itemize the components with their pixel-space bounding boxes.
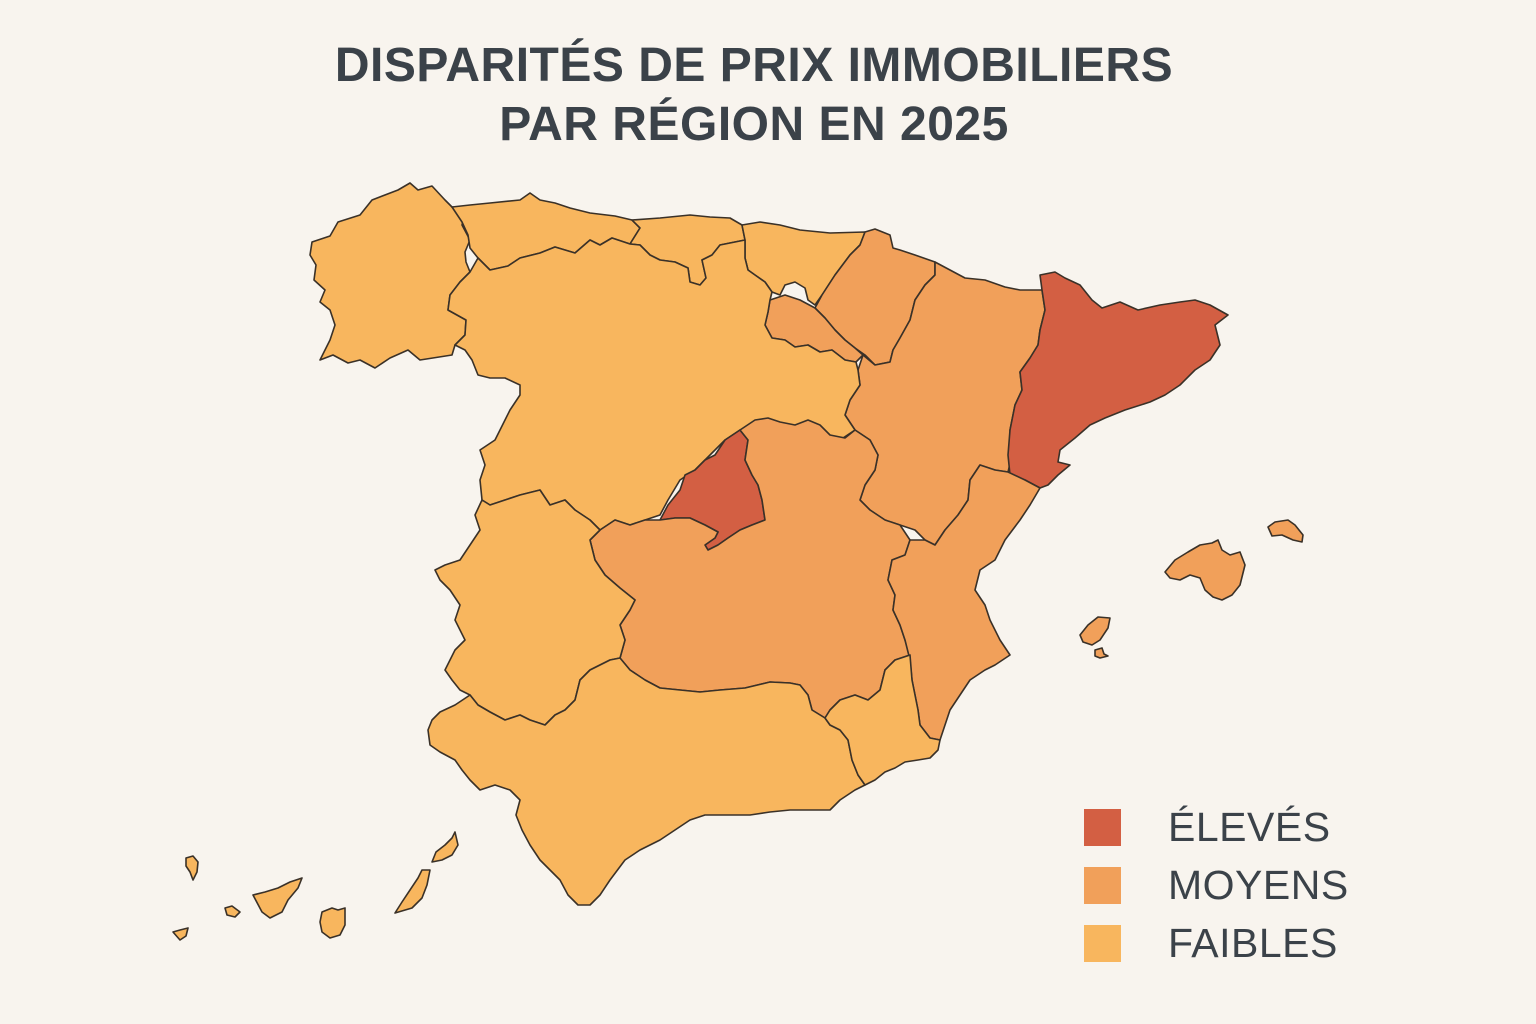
map-title: DISPARITÉS DE PRIX IMMOBILIERS PAR RÉGIO… <box>0 36 1508 154</box>
islas-baleares[interactable] <box>1079 519 1304 659</box>
islas-canarias[interactable] <box>172 831 459 941</box>
region-andalucia[interactable] <box>427 657 866 906</box>
legend: ÉLEVÉS MOYENS FAIBLES <box>1084 798 1349 972</box>
island-gran-canaria[interactable] <box>319 907 346 939</box>
region-galicia[interactable] <box>309 182 471 369</box>
island-fuerteventura[interactable] <box>394 869 431 914</box>
legend-swatch-eleves <box>1084 808 1121 846</box>
region-murcia[interactable] <box>824 654 941 786</box>
island-la-gomera[interactable] <box>224 905 241 918</box>
island-tenerife[interactable] <box>252 877 303 919</box>
legend-label-faibles: FAIBLES <box>1168 919 1338 966</box>
legend-swatch-faibles <box>1084 924 1121 962</box>
legend-item-faibles: FAIBLES <box>1084 914 1349 972</box>
island-formentera[interactable] <box>1094 647 1109 659</box>
region-cataluna[interactable] <box>1007 271 1229 489</box>
legend-item-moyens: MOYENS <box>1084 856 1349 914</box>
legend-label-moyens: MOYENS <box>1168 861 1349 908</box>
legend-label-eleves: ÉLEVÉS <box>1168 803 1331 850</box>
island-ibiza[interactable] <box>1079 616 1111 646</box>
island-el-hierro[interactable] <box>172 927 189 941</box>
legend-item-eleves: ÉLEVÉS <box>1084 798 1349 856</box>
legend-swatch-moyens <box>1084 866 1121 904</box>
island-mallorca[interactable] <box>1164 539 1246 601</box>
island-menorca[interactable] <box>1267 519 1304 543</box>
island-la-palma[interactable] <box>185 855 199 881</box>
title-line-1: DISPARITÉS DE PRIX IMMOBILIERS <box>334 39 1174 92</box>
title-line-2: PAR RÉGION EN 2025 <box>499 98 1009 151</box>
island-lanzarote[interactable] <box>431 831 459 863</box>
